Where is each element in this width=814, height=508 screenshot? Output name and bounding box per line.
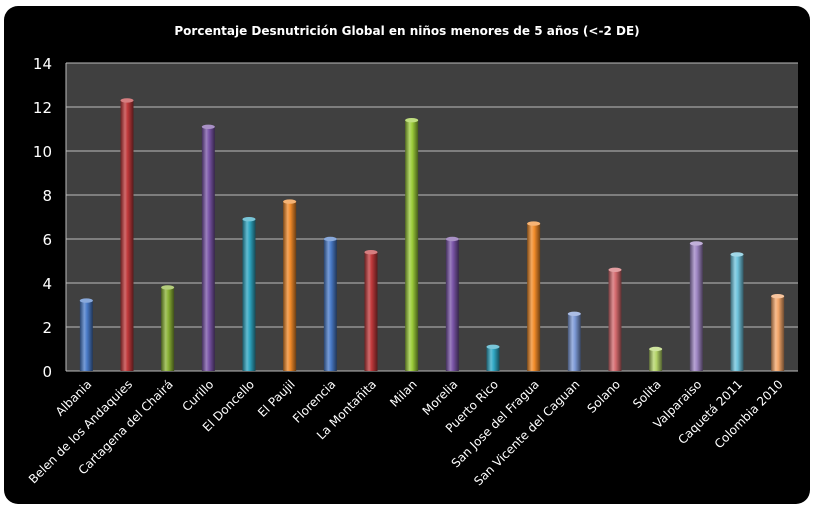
bar-top: [242, 217, 256, 222]
bar: [771, 296, 785, 371]
bar-top: [486, 344, 500, 349]
bar-top: [201, 124, 215, 129]
bar: [364, 252, 378, 371]
bar-top: [120, 98, 134, 103]
y-tick-label: 10: [33, 143, 52, 161]
y-tick-label: 6: [42, 231, 52, 249]
bar-top: [283, 199, 297, 204]
y-tick-label: 8: [42, 187, 52, 205]
bar-top: [405, 118, 419, 123]
y-tick-label: 4: [42, 275, 52, 293]
bar-top: [608, 267, 622, 272]
bar: [323, 239, 337, 371]
bar: [445, 239, 459, 371]
bar-top: [323, 236, 337, 242]
bar: [649, 349, 663, 371]
bar: [283, 201, 297, 371]
bar: [689, 243, 703, 371]
x-tick-label: Albania: [53, 377, 95, 419]
bar: [242, 219, 256, 371]
chart-frame: Porcentaje Desnutrición Global en niños …: [4, 6, 810, 504]
bar-top: [527, 221, 541, 226]
bar-top: [161, 285, 175, 290]
bar-top: [771, 294, 785, 299]
bar-top: [567, 311, 581, 316]
bar: [161, 287, 175, 371]
plot-area: [66, 63, 798, 371]
x-tick-label: Solita: [630, 377, 664, 411]
bar-top: [730, 252, 744, 257]
x-tick-label: Morelia: [420, 377, 461, 418]
bar-top: [649, 346, 663, 352]
bar: [486, 346, 500, 371]
y-tick-label: 14: [33, 55, 52, 73]
bar-top: [445, 236, 459, 242]
bar: [730, 254, 744, 371]
bar: [405, 120, 419, 371]
y-tick-label: 2: [42, 319, 52, 337]
x-tick-label: Curillo: [179, 377, 216, 414]
y-tick-label: 12: [33, 99, 52, 117]
bar: [608, 269, 622, 371]
bar: [79, 300, 93, 371]
bar: [120, 100, 134, 372]
bar: [527, 223, 541, 371]
bar-top: [79, 298, 93, 303]
x-tick-label: Solano: [585, 377, 624, 416]
bar-top: [364, 250, 378, 255]
y-tick-label: 0: [42, 363, 52, 381]
bar: [201, 126, 215, 371]
bar: [567, 313, 581, 371]
chart-title: Porcentaje Desnutrición Global en niños …: [174, 24, 640, 38]
x-tick-label: Milan: [387, 377, 420, 410]
bar-top: [689, 241, 703, 246]
